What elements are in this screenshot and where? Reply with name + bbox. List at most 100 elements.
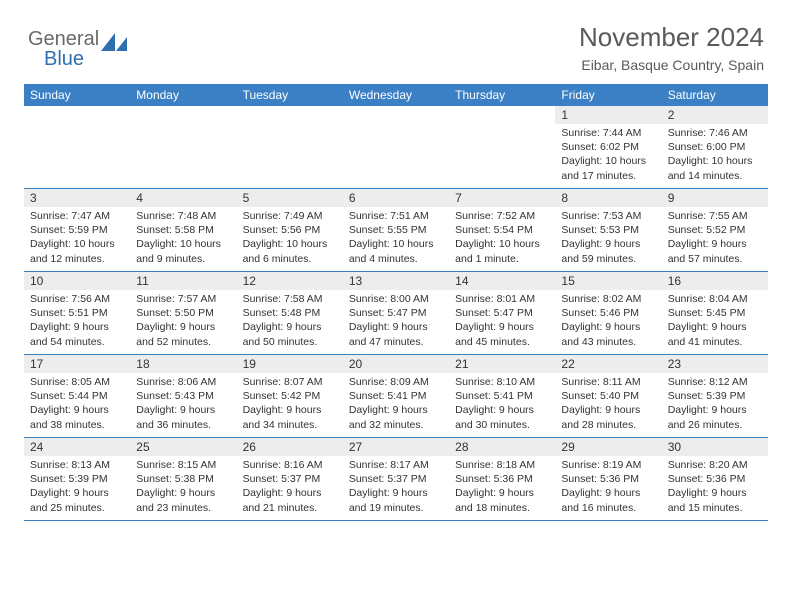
sunrise-text: Sunrise: 7:44 AM [561, 126, 655, 140]
cell-body: Sunrise: 8:11 AMSunset: 5:40 PMDaylight:… [555, 373, 661, 436]
sunrise-text: Sunrise: 8:04 AM [668, 292, 762, 306]
sunset-text: Sunset: 5:41 PM [349, 389, 443, 403]
location-text: Eibar, Basque Country, Spain [579, 57, 764, 73]
sunrise-text: Sunrise: 7:48 AM [136, 209, 230, 223]
date-number: 19 [237, 355, 343, 373]
sunrise-text: Sunrise: 8:15 AM [136, 458, 230, 472]
calendar-cell: 8Sunrise: 7:53 AMSunset: 5:53 PMDaylight… [555, 189, 661, 271]
cell-body [449, 124, 555, 130]
sunrise-text: Sunrise: 8:11 AM [561, 375, 655, 389]
cell-body: Sunrise: 8:01 AMSunset: 5:47 PMDaylight:… [449, 290, 555, 353]
sunset-text: Sunset: 5:37 PM [349, 472, 443, 486]
sunset-text: Sunset: 5:52 PM [668, 223, 762, 237]
daylight-text: Daylight: 10 hours and 4 minutes. [349, 237, 443, 265]
cell-body: Sunrise: 7:52 AMSunset: 5:54 PMDaylight:… [449, 207, 555, 270]
sunrise-text: Sunrise: 7:58 AM [243, 292, 337, 306]
calendar-cell: 23Sunrise: 8:12 AMSunset: 5:39 PMDayligh… [662, 355, 768, 437]
calendar: Sunday Monday Tuesday Wednesday Thursday… [24, 84, 768, 521]
sunrise-text: Sunrise: 8:07 AM [243, 375, 337, 389]
sunset-text: Sunset: 5:39 PM [668, 389, 762, 403]
daylight-text: Daylight: 9 hours and 30 minutes. [455, 403, 549, 431]
sunrise-text: Sunrise: 8:02 AM [561, 292, 655, 306]
daylight-text: Daylight: 9 hours and 16 minutes. [561, 486, 655, 514]
calendar-cell: 9Sunrise: 7:55 AMSunset: 5:52 PMDaylight… [662, 189, 768, 271]
daylight-text: Daylight: 9 hours and 34 minutes. [243, 403, 337, 431]
week-row: 1Sunrise: 7:44 AMSunset: 6:02 PMDaylight… [24, 106, 768, 189]
sunset-text: Sunset: 5:39 PM [30, 472, 124, 486]
sunrise-text: Sunrise: 7:49 AM [243, 209, 337, 223]
date-number: 16 [662, 272, 768, 290]
logo-sail-icon [101, 33, 127, 51]
daylight-text: Daylight: 9 hours and 28 minutes. [561, 403, 655, 431]
date-number: 8 [555, 189, 661, 207]
header-right: November 2024 Eibar, Basque Country, Spa… [579, 22, 764, 73]
date-number: 5 [237, 189, 343, 207]
daylight-text: Daylight: 9 hours and 43 minutes. [561, 320, 655, 348]
logo-text-blue-wrap: Blue [44, 48, 84, 71]
date-number: 20 [343, 355, 449, 373]
sunset-text: Sunset: 5:36 PM [561, 472, 655, 486]
sunset-text: Sunset: 5:36 PM [455, 472, 549, 486]
calendar-cell: 24Sunrise: 8:13 AMSunset: 5:39 PMDayligh… [24, 438, 130, 520]
daylight-text: Daylight: 10 hours and 6 minutes. [243, 237, 337, 265]
cell-body [237, 124, 343, 130]
cell-body [343, 124, 449, 130]
daylight-text: Daylight: 9 hours and 59 minutes. [561, 237, 655, 265]
date-number: 11 [130, 272, 236, 290]
calendar-cell [130, 106, 236, 188]
cell-body [130, 124, 236, 130]
date-number [24, 106, 130, 124]
sunset-text: Sunset: 5:44 PM [30, 389, 124, 403]
daylight-text: Daylight: 9 hours and 26 minutes. [668, 403, 762, 431]
cell-body: Sunrise: 8:16 AMSunset: 5:37 PMDaylight:… [237, 456, 343, 519]
day-header: Friday [555, 84, 661, 106]
date-number: 15 [555, 272, 661, 290]
day-header: Saturday [662, 84, 768, 106]
daylight-text: Daylight: 9 hours and 36 minutes. [136, 403, 230, 431]
cell-body: Sunrise: 8:12 AMSunset: 5:39 PMDaylight:… [662, 373, 768, 436]
sunrise-text: Sunrise: 8:13 AM [30, 458, 124, 472]
cell-body: Sunrise: 8:00 AMSunset: 5:47 PMDaylight:… [343, 290, 449, 353]
calendar-cell: 21Sunrise: 8:10 AMSunset: 5:41 PMDayligh… [449, 355, 555, 437]
calendar-cell: 29Sunrise: 8:19 AMSunset: 5:36 PMDayligh… [555, 438, 661, 520]
sunset-text: Sunset: 5:42 PM [243, 389, 337, 403]
sunset-text: Sunset: 5:41 PM [455, 389, 549, 403]
sunrise-text: Sunrise: 8:06 AM [136, 375, 230, 389]
daylight-text: Daylight: 10 hours and 12 minutes. [30, 237, 124, 265]
cell-body: Sunrise: 8:17 AMSunset: 5:37 PMDaylight:… [343, 456, 449, 519]
date-number: 24 [24, 438, 130, 456]
cell-body: Sunrise: 7:44 AMSunset: 6:02 PMDaylight:… [555, 124, 661, 187]
sunset-text: Sunset: 5:54 PM [455, 223, 549, 237]
date-number: 12 [237, 272, 343, 290]
calendar-cell: 4Sunrise: 7:48 AMSunset: 5:58 PMDaylight… [130, 189, 236, 271]
cell-body: Sunrise: 8:15 AMSunset: 5:38 PMDaylight:… [130, 456, 236, 519]
calendar-cell: 11Sunrise: 7:57 AMSunset: 5:50 PMDayligh… [130, 272, 236, 354]
date-number: 14 [449, 272, 555, 290]
sunrise-text: Sunrise: 8:10 AM [455, 375, 549, 389]
calendar-cell: 10Sunrise: 7:56 AMSunset: 5:51 PMDayligh… [24, 272, 130, 354]
cell-body: Sunrise: 8:10 AMSunset: 5:41 PMDaylight:… [449, 373, 555, 436]
date-number: 25 [130, 438, 236, 456]
date-number [237, 106, 343, 124]
sunrise-text: Sunrise: 7:47 AM [30, 209, 124, 223]
daylight-text: Daylight: 9 hours and 47 minutes. [349, 320, 443, 348]
cell-body: Sunrise: 7:46 AMSunset: 6:00 PMDaylight:… [662, 124, 768, 187]
date-number: 23 [662, 355, 768, 373]
date-number: 18 [130, 355, 236, 373]
cell-body: Sunrise: 8:18 AMSunset: 5:36 PMDaylight:… [449, 456, 555, 519]
calendar-cell: 22Sunrise: 8:11 AMSunset: 5:40 PMDayligh… [555, 355, 661, 437]
sunrise-text: Sunrise: 8:00 AM [349, 292, 443, 306]
date-number: 28 [449, 438, 555, 456]
daylight-text: Daylight: 9 hours and 15 minutes. [668, 486, 762, 514]
sunset-text: Sunset: 6:00 PM [668, 140, 762, 154]
sunset-text: Sunset: 5:40 PM [561, 389, 655, 403]
date-number [130, 106, 236, 124]
cell-body: Sunrise: 7:49 AMSunset: 5:56 PMDaylight:… [237, 207, 343, 270]
date-number: 13 [343, 272, 449, 290]
cell-body: Sunrise: 7:53 AMSunset: 5:53 PMDaylight:… [555, 207, 661, 270]
cell-body: Sunrise: 8:04 AMSunset: 5:45 PMDaylight:… [662, 290, 768, 353]
date-number: 3 [24, 189, 130, 207]
calendar-cell: 27Sunrise: 8:17 AMSunset: 5:37 PMDayligh… [343, 438, 449, 520]
calendar-cell [449, 106, 555, 188]
date-number [449, 106, 555, 124]
